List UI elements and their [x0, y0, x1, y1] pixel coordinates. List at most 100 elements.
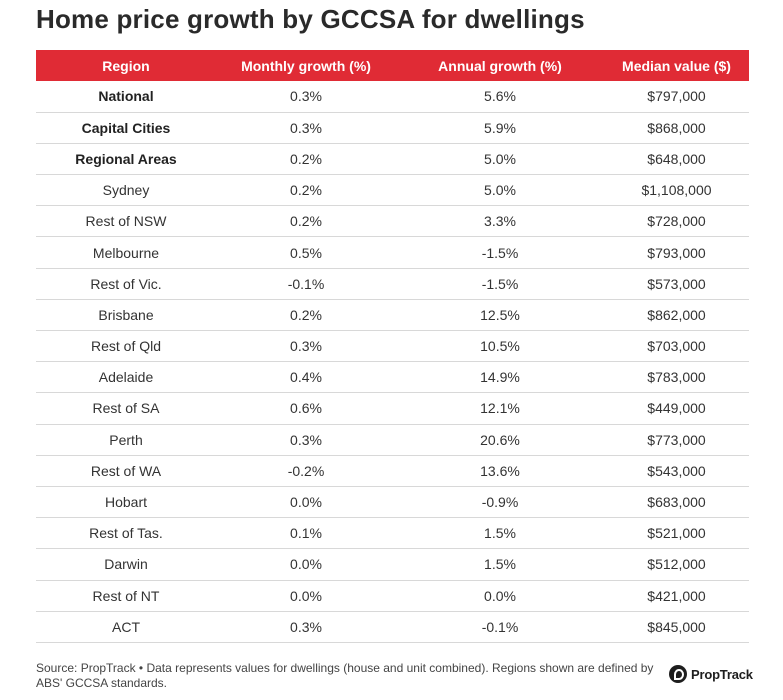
cell-median-value: $862,000	[604, 299, 749, 332]
cell-region: Rest of SA	[36, 392, 216, 425]
cell-annual-growth: 0.0%	[396, 580, 604, 612]
page-title: Home price growth by GCCSA for dwellings	[36, 4, 585, 34]
cell-annual-growth: 20.6%	[396, 424, 604, 456]
cell-monthly-growth: 0.2%	[216, 174, 396, 207]
cell-region: Regional Areas	[36, 143, 216, 176]
cell-annual-growth: 12.1%	[396, 392, 604, 425]
cell-region: Perth	[36, 424, 216, 456]
cell-annual-growth: 1.5%	[396, 548, 604, 581]
cell-median-value: $543,000	[604, 455, 749, 487]
cell-monthly-growth: 0.3%	[216, 330, 396, 363]
cell-annual-growth: -0.1%	[396, 611, 604, 643]
table-row: ACT 0.3% -0.1% $845,000	[36, 611, 749, 643]
cell-monthly-growth: 0.1%	[216, 517, 396, 550]
logo-text: PropTrack	[691, 666, 753, 682]
table-row: Darwin 0.0% 1.5% $512,000	[36, 548, 749, 581]
cell-median-value: $793,000	[604, 236, 749, 269]
cell-median-value: $783,000	[604, 361, 749, 394]
table-row: Melbourne 0.5% -1.5% $793,000	[36, 236, 749, 269]
header-median-value: Median value ($)	[622, 57, 731, 74]
cell-median-value: $797,000	[604, 81, 749, 113]
table-row: Regional Areas 0.2% 5.0% $648,000	[36, 143, 749, 176]
table-row: Capital Cities 0.3% 5.9% $868,000	[36, 112, 749, 144]
cell-median-value: $449,000	[604, 392, 749, 425]
header-annual-growth: Annual growth (%)	[438, 57, 562, 74]
cell-annual-growth: 5.0%	[396, 143, 604, 176]
cell-region: Rest of Qld	[36, 330, 216, 363]
cell-annual-growth: 5.9%	[396, 112, 604, 144]
cell-median-value: $512,000	[604, 548, 749, 581]
cell-median-value: $573,000	[604, 268, 749, 300]
table-body: National 0.3% 5.6% $797,000 Capital Cities 0.…	[36, 81, 749, 643]
cell-region: Adelaide	[36, 361, 216, 394]
cell-annual-growth: -1.5%	[396, 268, 604, 300]
table-row: Sydney 0.2% 5.0% $1,108,000	[36, 174, 749, 207]
proptrack-logo-icon	[669, 665, 687, 683]
header-region: Region	[102, 57, 150, 74]
cell-monthly-growth: 0.0%	[216, 548, 396, 581]
table-row: Rest of Vic. -0.1% -1.5% $573,000	[36, 268, 749, 300]
header-row: Region Monthly growth (%) Annual growth …	[36, 50, 749, 81]
table-row: Hobart 0.0% -0.9% $683,000	[36, 486, 749, 519]
cell-monthly-growth: 0.2%	[216, 205, 396, 238]
table-header: Region Monthly growth (%) Annual growth …	[36, 50, 749, 81]
cell-monthly-growth: 0.0%	[216, 580, 396, 612]
table-row: Adelaide 0.4% 14.9% $783,000	[36, 361, 749, 394]
proptrack-logo: PropTrack	[669, 665, 753, 683]
cell-median-value: $703,000	[604, 330, 749, 363]
cell-region: Rest of NSW	[36, 205, 216, 238]
cell-median-value: $1,108,000	[604, 174, 749, 207]
cell-monthly-growth: -0.1%	[216, 268, 396, 300]
cell-median-value: $648,000	[604, 143, 749, 176]
cell-annual-growth: 5.0%	[396, 174, 604, 207]
table-row: Rest of NT 0.0% 0.0% $421,000	[36, 580, 749, 612]
cell-monthly-growth: -0.2%	[216, 455, 396, 487]
cell-annual-growth: 5.6%	[396, 81, 604, 113]
table-row: National 0.3% 5.6% $797,000	[36, 81, 749, 113]
cell-annual-growth: 14.9%	[396, 361, 604, 394]
cell-annual-growth: 12.5%	[396, 299, 604, 332]
cell-region: Rest of NT	[36, 580, 216, 612]
cell-region: Rest of WA	[36, 455, 216, 487]
cell-median-value: $683,000	[604, 486, 749, 519]
table-row: Rest of WA -0.2% 13.6% $543,000	[36, 455, 749, 487]
header-monthly-growth: Monthly growth (%)	[241, 57, 371, 74]
cell-annual-growth: 1.5%	[396, 517, 604, 550]
cell-annual-growth: 3.3%	[396, 205, 604, 238]
cell-monthly-growth: 0.3%	[216, 424, 396, 456]
table-row: Rest of Qld 0.3% 10.5% $703,000	[36, 330, 749, 363]
cell-monthly-growth: 0.3%	[216, 112, 396, 144]
cell-monthly-growth: 0.3%	[216, 81, 396, 113]
cell-region: Melbourne	[36, 236, 216, 269]
cell-median-value: $521,000	[604, 517, 749, 550]
cell-annual-growth: 13.6%	[396, 455, 604, 487]
cell-median-value: $728,000	[604, 205, 749, 238]
cell-region: Rest of Tas.	[36, 517, 216, 550]
cell-region: Darwin	[36, 548, 216, 581]
source-note: Source: PropTrack • Data represents valu…	[36, 661, 654, 690]
cell-region: Brisbane	[36, 299, 216, 332]
cell-region: Capital Cities	[36, 112, 216, 144]
cell-median-value: $868,000	[604, 112, 749, 144]
table-row: Rest of NSW 0.2% 3.3% $728,000	[36, 205, 749, 238]
cell-monthly-growth: 0.3%	[216, 611, 396, 643]
cell-monthly-growth: 0.2%	[216, 143, 396, 176]
cell-annual-growth: 10.5%	[396, 330, 604, 363]
cell-monthly-growth: 0.6%	[216, 392, 396, 425]
cell-monthly-growth: 0.0%	[216, 486, 396, 519]
cell-region: Sydney	[36, 174, 216, 207]
cell-median-value: $773,000	[604, 424, 749, 456]
cell-median-value: $421,000	[604, 580, 749, 612]
cell-region: Rest of Vic.	[36, 268, 216, 300]
cell-monthly-growth: 0.2%	[216, 299, 396, 332]
cell-region: ACT	[36, 611, 216, 643]
table-row: Rest of SA 0.6% 12.1% $449,000	[36, 392, 749, 425]
table-row: Brisbane 0.2% 12.5% $862,000	[36, 299, 749, 332]
cell-annual-growth: -1.5%	[396, 236, 604, 269]
cell-annual-growth: -0.9%	[396, 486, 604, 519]
cell-monthly-growth: 0.4%	[216, 361, 396, 394]
cell-region: National	[36, 81, 216, 113]
growth-table: Region Monthly growth (%) Annual growth …	[36, 50, 749, 643]
table-row: Rest of Tas. 0.1% 1.5% $521,000	[36, 517, 749, 550]
cell-median-value: $845,000	[604, 611, 749, 643]
